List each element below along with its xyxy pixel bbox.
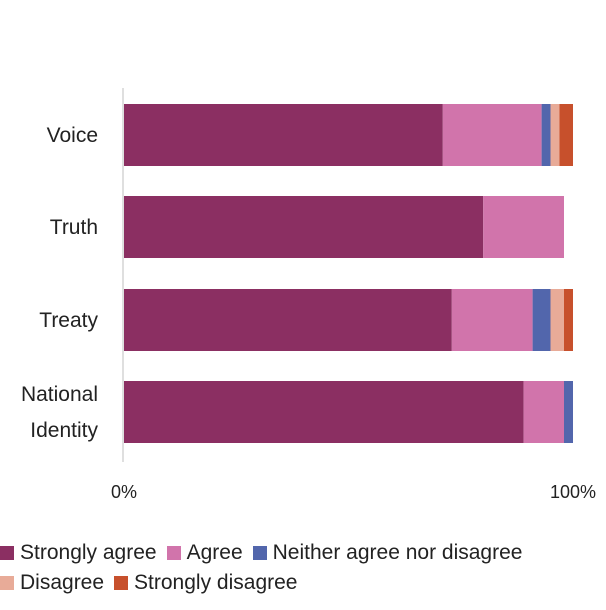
- legend-label-agree: Agree: [186, 541, 243, 564]
- bar-truth-strongly-agree: [124, 196, 484, 258]
- legend-item-neither: Neither agree nor disagree: [252, 541, 523, 565]
- legend-label-strongly-disagree: Strongly disagree: [134, 571, 298, 594]
- category-label-national-identity: National Identity: [21, 383, 99, 442]
- legend-item-strongly-disagree: Strongly disagree: [114, 571, 297, 595]
- legend-swatch-strongly-agree: [0, 546, 14, 560]
- bar-voice-strongly-disagree: [559, 104, 573, 166]
- bar-voice-agree: [442, 104, 542, 166]
- x-tick-label-0: 0%: [111, 482, 137, 502]
- x-tick-label-1: 100%: [550, 482, 596, 502]
- bar-voice-strongly-agree: [124, 104, 443, 166]
- legend-swatch-agree: [166, 546, 181, 560]
- category-labels: Voice Truth Treaty National Identity: [21, 124, 99, 442]
- legend-item-strongly-agree: Strongly agree: [0, 541, 157, 565]
- bar-treaty-strongly-disagree: [564, 289, 573, 351]
- bar-national-identity-agree: [523, 381, 564, 443]
- x-tick-labels: 0% 100%: [111, 482, 596, 502]
- legend-row-1: Strongly agree Agree Neither agree nor d…: [0, 538, 606, 568]
- legend: Strongly agree Agree Neither agree nor d…: [0, 538, 606, 598]
- bar-group: [124, 104, 573, 443]
- legend-label-neither: Neither agree nor disagree: [272, 541, 523, 564]
- category-label-voice: Voice: [47, 124, 98, 147]
- legend-label-disagree: Disagree: [20, 571, 105, 594]
- bar-treaty-disagree: [550, 289, 564, 351]
- bar-national-identity-strongly-agree: [124, 381, 524, 443]
- category-label-truth: Truth: [50, 216, 98, 239]
- bar-national-identity-neither-agree-nor-disagree: [564, 381, 573, 443]
- stacked-bar-chart: Voice Truth Treaty National Identity 0% 100%: [21, 88, 596, 502]
- bar-treaty-neither-agree-nor-disagree: [532, 289, 551, 351]
- legend-swatch-disagree: [0, 576, 14, 590]
- legend-swatch-neither: [252, 546, 267, 560]
- category-label-treaty: Treaty: [39, 309, 98, 332]
- bar-truth-agree: [483, 196, 564, 258]
- legend-swatch-strongly-disagree: [114, 576, 129, 590]
- legend-label-strongly-agree: Strongly agree: [20, 541, 157, 564]
- legend-row-2: Disagree Strongly disagree: [0, 568, 606, 598]
- bar-treaty-strongly-agree: [124, 289, 452, 351]
- legend-item-disagree: Disagree: [0, 571, 104, 595]
- bar-voice-neither-agree-nor-disagree: [541, 104, 551, 166]
- legend-item-agree: Agree: [166, 541, 243, 565]
- bar-voice-disagree: [550, 104, 560, 166]
- bar-treaty-agree: [451, 289, 533, 351]
